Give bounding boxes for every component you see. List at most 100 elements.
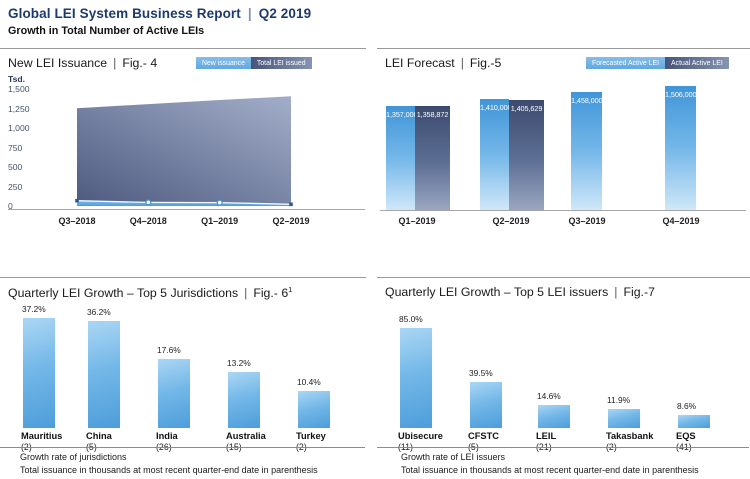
- chart3-fig-label: Fig.- 6: [253, 286, 289, 301]
- growth-bar: [228, 372, 260, 428]
- legend-total-lei-issued: Total LEI issued: [250, 57, 312, 69]
- growth-bar: [400, 328, 432, 428]
- report-header: Global LEI System Business Report | Q2 201…: [8, 6, 311, 37]
- bar-value-label: 10.4%: [297, 377, 321, 387]
- chart2-fig-label: Fig.-5: [469, 56, 502, 70]
- category-label: China: [86, 431, 112, 441]
- chart3-title-separator: |: [244, 286, 248, 301]
- y-tick-label: 1,000: [8, 123, 30, 133]
- forecast-bar-plot: 1,357,000 1,358,872 1,410,000 1,405,629 1,45…: [380, 73, 746, 211]
- chart1-header: New LEI Issuance | Fig.- 4 New issuance To…: [8, 56, 366, 72]
- bar-value-label: 39.5%: [469, 368, 493, 378]
- category-label: LEIL: [536, 431, 557, 441]
- bar-value-label: 1,358,872: [416, 110, 449, 119]
- chart3-header: Quarterly LEI Growth – Top 5 Jurisdictio…: [8, 285, 366, 301]
- footnote-divider: [377, 447, 749, 448]
- chart4-fig-label: Fig.-7: [623, 285, 655, 299]
- category-label: India: [156, 431, 178, 441]
- bar-value-label: 8.6%: [677, 401, 697, 411]
- report-subtitle: Growth in Total Number of Active LEIs: [8, 25, 205, 37]
- bar-value-label: 1,410,000: [480, 103, 512, 112]
- actual-bar: 1,358,872: [415, 106, 450, 210]
- actual-bar: 1,405,629: [509, 100, 544, 210]
- chart4-header: Quarterly LEI Growth – Top 5 LEI issuers…: [385, 285, 750, 301]
- growth-bar: [88, 321, 120, 428]
- area-chart: [75, 96, 293, 207]
- category-label: EQS: [676, 431, 696, 441]
- bar-value-label: 1,405,629: [510, 104, 543, 113]
- forecast-bar: 1,410,000: [480, 99, 512, 210]
- data-point-markers: [75, 198, 293, 207]
- bar-value-label: 13.2%: [227, 358, 251, 368]
- footnote-line: Growth rate of LEI issuers: [401, 452, 506, 462]
- legend-actual-active-lei: Actual Active LEI: [665, 57, 729, 69]
- x-tick-label: Q4–2019: [662, 216, 700, 226]
- footnote-divider: [0, 447, 365, 448]
- y-axis-unit-label: Tsd.: [8, 74, 26, 84]
- x-tick-label: Q2–2019: [272, 216, 310, 226]
- x-axis-line: [8, 209, 365, 210]
- category-label: Australia: [226, 431, 266, 441]
- legend-new-issuance: New issuance: [196, 57, 251, 69]
- chart1-legend: New issuance Total LEI issued: [196, 57, 312, 69]
- bar-value-label: 11.9%: [607, 395, 631, 405]
- panel-new-lei-issuance: New LEI Issuance | Fig.- 4 New issuance To…: [0, 48, 366, 278]
- footnote-line: Total issuance in thousands at most rece…: [401, 464, 699, 475]
- chart2-title-text: LEI Forecast: [385, 56, 455, 70]
- growth-bar: [23, 318, 55, 428]
- growth-bar: [608, 409, 640, 428]
- chart3-title-text: Quarterly LEI Growth – Top 5 Jurisdictio…: [8, 286, 239, 301]
- bar-value-label: 1,357,000: [386, 110, 418, 119]
- bar-value-label: 85.0%: [399, 314, 423, 324]
- footnote-line: Total issuance in thousands at most rece…: [20, 464, 318, 475]
- bar-value-label: 1,458,000: [571, 96, 603, 105]
- x-tick-label: Q3–2019: [568, 216, 606, 226]
- chart2-title: LEI Forecast | Fig.-5: [385, 56, 750, 70]
- growth-bar: [678, 415, 710, 428]
- footnote-line: Growth rate of jurisdictions: [20, 452, 127, 462]
- report-period: Q2 2019: [258, 6, 312, 21]
- chart2-title-separator: |: [460, 56, 464, 70]
- chart1-title-text: New LEI Issuance: [8, 56, 108, 70]
- y-tick-label: 250: [8, 181, 23, 192]
- panel-top5-lei-issuers: Quarterly LEI Growth – Top 5 LEI issuers…: [377, 277, 750, 479]
- data-point-marker: [75, 198, 79, 203]
- chart3-footnote-marker: 1: [288, 285, 293, 294]
- bar-value-label: 1,506,000: [665, 90, 697, 99]
- growth-bar: [158, 359, 190, 428]
- growth-bar: [538, 405, 570, 428]
- x-tick-label: Q3–2018: [58, 216, 96, 226]
- legend-forecasted-active-lei: Forecasted Active LEI: [586, 57, 666, 69]
- bar-value-label: 17.6%: [157, 345, 181, 355]
- chart1-title: New LEI Issuance | Fig.- 4: [8, 56, 366, 70]
- category-label: Ubisecure: [398, 431, 443, 441]
- title-separator: |: [247, 6, 252, 21]
- chart1-fig-label: Fig.- 4: [122, 56, 158, 70]
- bar-value-label: 14.6%: [537, 391, 561, 401]
- chart1-title-separator: |: [113, 56, 117, 70]
- growth-bar: [470, 382, 502, 428]
- data-point-marker: [289, 202, 293, 207]
- forecast-bar: 1,357,000: [386, 106, 418, 210]
- y-tick-label: 1,250: [8, 103, 30, 114]
- total-lei-issued-area: [77, 96, 291, 206]
- data-point-marker: [145, 199, 152, 206]
- category-label: CFSTC: [468, 431, 499, 441]
- page-title: Global LEI System Business Report | Q2 201…: [8, 6, 311, 21]
- forecast-bar: 1,458,000: [571, 92, 603, 210]
- y-tick-label: 1,500: [8, 84, 30, 94]
- new-issuance-line: [76, 200, 292, 205]
- y-tick-label: 500: [8, 162, 23, 172]
- forecast-bar: 1,506,000: [665, 86, 697, 210]
- category-label: Mauritius: [21, 431, 63, 441]
- data-point-marker: [216, 199, 223, 206]
- x-tick-label: Q2–2019: [492, 216, 530, 226]
- category-label: Turkey: [296, 431, 326, 441]
- chart2-header: LEI Forecast | Fig.-5 Forecasted Active LE…: [385, 56, 750, 72]
- chart2-legend: Forecasted Active LEI Actual Active LEI: [586, 57, 729, 69]
- bar-value-label: 37.2%: [22, 304, 46, 314]
- chart4-title: Quarterly LEI Growth – Top 5 LEI issuers…: [385, 285, 750, 299]
- chart4-title-text: Quarterly LEI Growth – Top 5 LEI issuers: [385, 285, 609, 299]
- category-label: Takasbank: [606, 431, 654, 441]
